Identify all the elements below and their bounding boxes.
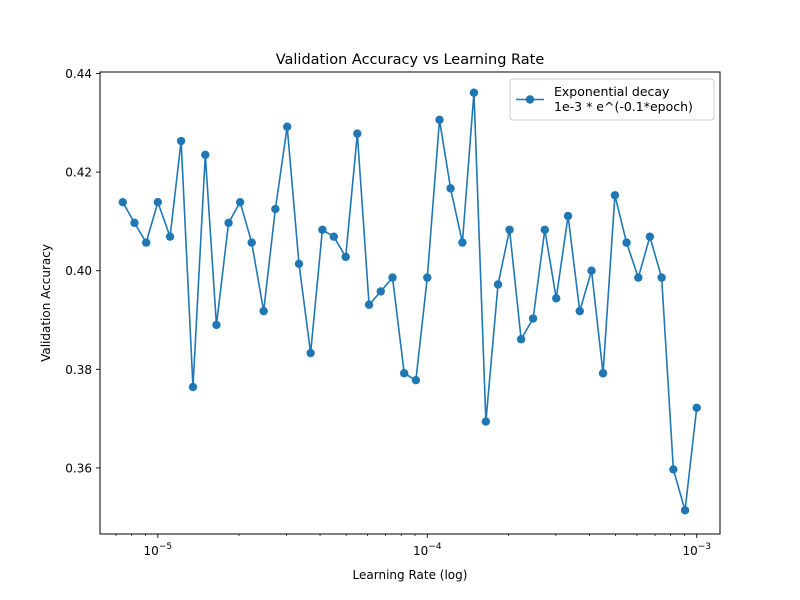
data-point (657, 273, 666, 282)
data-point (481, 417, 491, 426)
chart-title: Validation Accuracy vs Learning Rate (276, 52, 545, 68)
data-point (388, 273, 397, 282)
data-point (235, 197, 245, 207)
data-point (188, 382, 198, 392)
data-point (318, 225, 327, 234)
data-point (341, 252, 350, 262)
data-point (118, 197, 127, 207)
data-point (505, 225, 514, 234)
plot-area (99, 71, 721, 535)
data-point (610, 191, 620, 200)
data-point (645, 232, 655, 241)
data-point (364, 300, 374, 309)
plot-frame (99, 71, 721, 535)
data-point (282, 122, 292, 131)
data-point (400, 369, 409, 378)
series-layer (118, 88, 701, 515)
data-point (165, 232, 175, 241)
data-point (259, 306, 268, 316)
data-point (201, 150, 210, 160)
data-point (224, 218, 233, 228)
data-point (575, 306, 584, 316)
y-axis-label: Validation Accuracy (39, 244, 53, 362)
data-point (516, 335, 526, 344)
legend-marker (525, 95, 535, 104)
data-point (598, 369, 608, 378)
data-point (552, 294, 561, 303)
data-point (212, 320, 221, 330)
data-point (540, 225, 550, 234)
data-point (294, 259, 304, 269)
data-point (353, 129, 362, 138)
data-point (423, 273, 432, 282)
data-point (634, 273, 643, 282)
series-line (122, 91, 698, 512)
data-point (493, 280, 503, 289)
data-point (306, 348, 315, 358)
y-tick-label: 0.36 (65, 461, 92, 475)
y-tick-label: 0.42 (65, 166, 92, 180)
legend-box (509, 78, 715, 121)
data-point (528, 314, 538, 323)
data-point (247, 238, 256, 247)
data-point (176, 136, 186, 146)
data-point (376, 287, 385, 296)
data-point (329, 232, 339, 241)
data-point (622, 238, 631, 247)
data-point (153, 197, 163, 207)
data-point (669, 465, 678, 474)
data-point (692, 403, 701, 412)
data-point (446, 184, 455, 193)
data-point (130, 218, 139, 228)
data-point (469, 88, 479, 97)
x-axis: 10−5 10−4 10−3 (115, 534, 711, 558)
x-tick-label: 10−5 (144, 542, 173, 558)
data-point (271, 204, 280, 214)
legend-label: Exponential decay (554, 84, 670, 99)
x-tick-label: 10−3 (682, 542, 711, 558)
data-point (435, 115, 444, 125)
x-axis-label: Learning Rate (log) (353, 568, 468, 582)
data-point (141, 238, 151, 247)
y-tick-label: 0.44 (65, 67, 92, 81)
y-axis: 0.36 0.38 0.40 0.42 0.44 (65, 67, 100, 475)
x-tick-label: 10−4 (413, 542, 442, 558)
y-tick-label: 0.38 (65, 363, 92, 377)
data-point (587, 266, 596, 275)
data-point (563, 211, 573, 221)
y-tick-label: 0.40 (65, 264, 92, 278)
data-point (411, 375, 421, 385)
data-point (680, 506, 690, 515)
legend-label: 1e-3 * e^(-0.1*epoch) (554, 99, 693, 114)
data-point (458, 238, 467, 247)
